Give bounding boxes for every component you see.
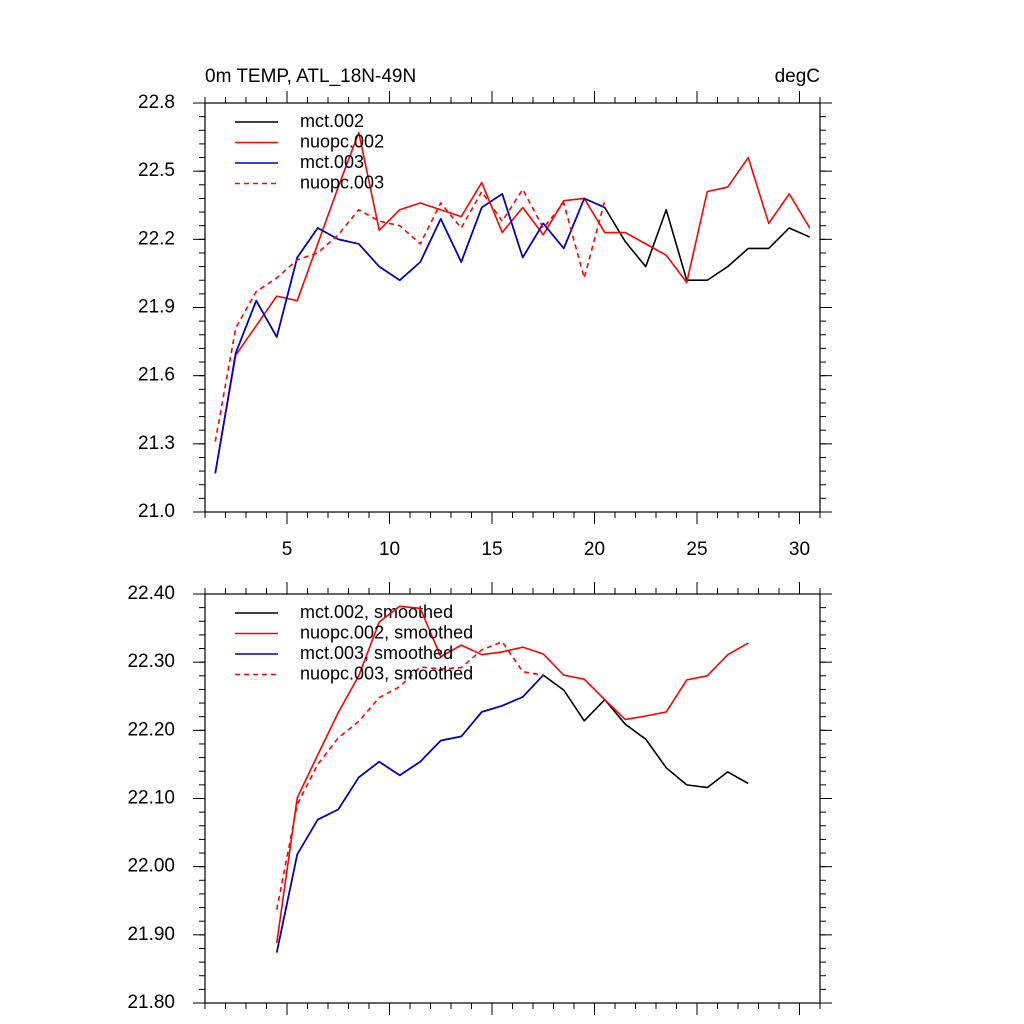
y-tick-label: 21.3	[138, 433, 175, 454]
y-tick-label: 22.5	[138, 160, 175, 181]
y-tick-label: 22.30	[127, 651, 175, 672]
legend-label: nuopc.002	[300, 131, 384, 151]
y-tick-label: 21.80	[127, 992, 175, 1013]
series-line	[214, 193, 811, 474]
y-tick-label: 22.40	[127, 583, 175, 604]
plot-frame	[204, 102, 821, 513]
y-tick-label: 21.6	[138, 365, 175, 386]
x-tick-label: 30	[789, 539, 810, 560]
legend-label: mct.003	[300, 152, 364, 172]
y-tick-label: 22.00	[127, 856, 175, 877]
x-tick-label: 15	[481, 539, 502, 560]
chart-title: 0m TEMP, ATL_18N-49N	[205, 66, 416, 87]
y-tick-label: 21.0	[138, 501, 175, 522]
x-tick-label: 25	[686, 539, 707, 560]
legend-label: mct.002, smoothed	[300, 602, 453, 622]
y-tick-label: 22.2	[138, 228, 175, 249]
y-tick-label: 21.90	[127, 924, 175, 945]
legend-label: nuopc.003, smoothed	[300, 663, 473, 683]
legend-label: nuopc.003	[300, 172, 384, 192]
legend-label: mct.002	[300, 111, 364, 131]
units-label: degC	[775, 66, 820, 87]
series-line	[214, 193, 606, 474]
x-tick-label: 20	[584, 539, 605, 560]
legend-label: nuopc.002, smoothed	[300, 622, 473, 642]
x-tick-label: 5	[282, 539, 293, 560]
x-tick-label: 10	[379, 539, 400, 560]
y-tick-label: 21.9	[138, 297, 175, 318]
y-tick-label: 22.8	[138, 92, 175, 113]
y-tick-label: 22.10	[127, 788, 175, 809]
series-line	[275, 640, 544, 910]
series-line	[275, 674, 749, 953]
series-line	[275, 605, 749, 944]
y-tick-label: 22.20	[127, 719, 175, 740]
legend-label: mct.003, smoothed	[300, 643, 453, 663]
series-line	[275, 674, 544, 953]
